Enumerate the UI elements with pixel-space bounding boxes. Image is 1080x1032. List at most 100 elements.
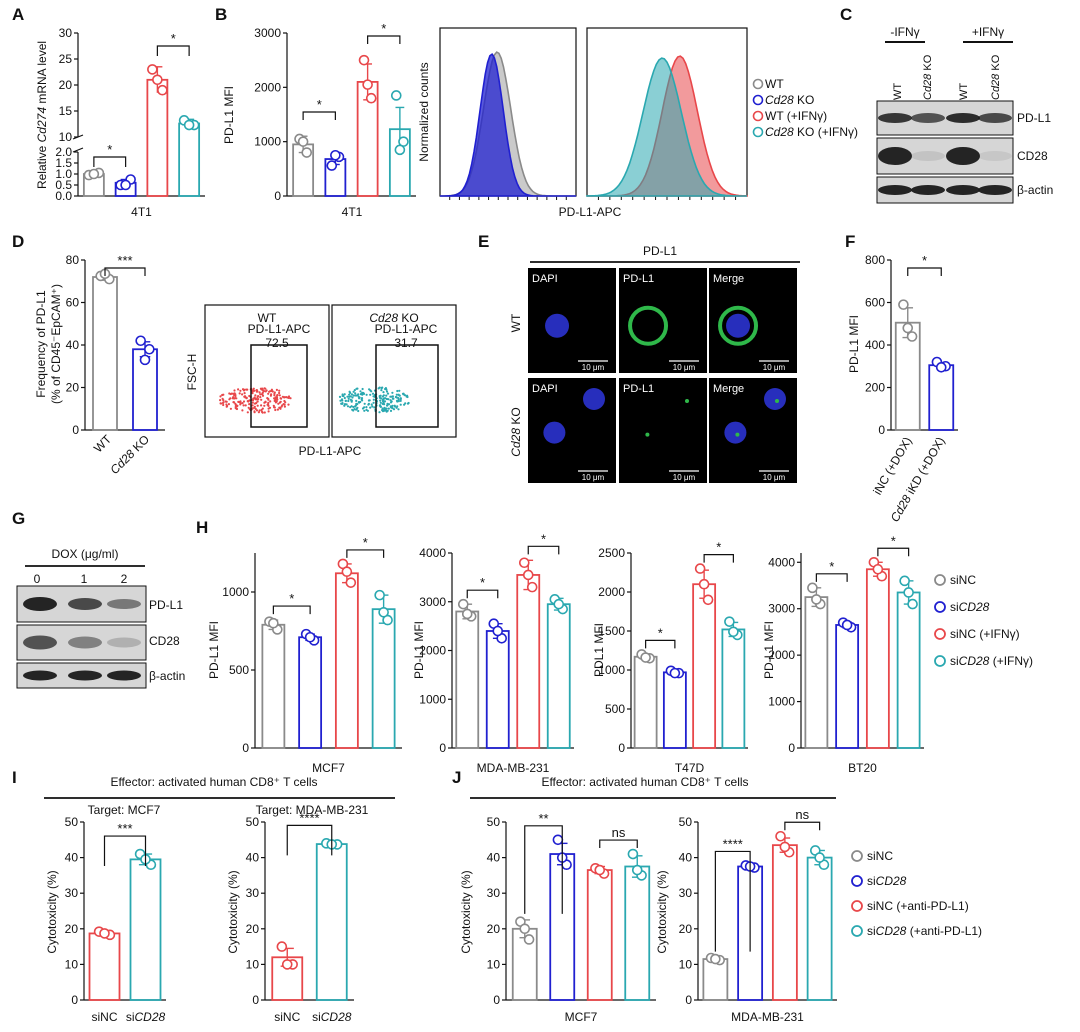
- data-point: [696, 564, 705, 573]
- flow-event: [246, 397, 248, 399]
- flow-event: [379, 400, 381, 402]
- channel-label: DAPI: [532, 383, 558, 395]
- data-point: [185, 121, 194, 130]
- flow-event: [245, 389, 247, 391]
- significance-bracket: [368, 36, 400, 44]
- target-title: Target: MCF7: [88, 803, 161, 817]
- bar: [808, 858, 832, 1000]
- band-label: PD-L1: [1017, 111, 1051, 125]
- scale-label: 10 μm: [763, 363, 786, 372]
- y-tick-label: 400: [865, 338, 885, 352]
- bar: [548, 604, 570, 748]
- y-axis-label: PDL1 MFI: [592, 623, 606, 677]
- flow-event: [266, 389, 268, 391]
- flow-event: [248, 403, 250, 405]
- y-axis-label: Cytotoxicity (%): [459, 870, 473, 953]
- dose-label: 1: [81, 572, 88, 586]
- blot-band: [107, 599, 141, 609]
- y-tick-label: 3000: [419, 595, 446, 609]
- label-part: WT: [765, 77, 784, 91]
- bar: [90, 933, 120, 1000]
- flow-event: [237, 401, 239, 403]
- y-tick-label: 40: [487, 851, 501, 865]
- flow-event: [270, 395, 272, 397]
- y-tick-label: 0: [274, 189, 281, 203]
- channel-label: DAPI: [532, 273, 558, 285]
- flow-event: [357, 393, 359, 395]
- data-point: [145, 345, 154, 354]
- flow-event: [348, 398, 350, 400]
- significance-label: *: [658, 625, 663, 640]
- flow-event: [392, 395, 394, 397]
- y-tick-label: 30: [679, 886, 693, 900]
- y-tick-label: 50: [246, 815, 260, 829]
- flow-event: [391, 407, 393, 409]
- flow-event: [357, 410, 359, 412]
- legend-label: siCD28 (+IFNγ): [950, 654, 1033, 668]
- significance-label: *: [363, 535, 368, 550]
- flow-event: [245, 404, 247, 406]
- label-part: CD28: [876, 874, 907, 888]
- y-tick-label: 30: [246, 886, 260, 900]
- blot-band: [68, 598, 102, 610]
- membrane-signal: [735, 433, 739, 437]
- label-part: CD28: [134, 1010, 165, 1024]
- data-point: [346, 578, 355, 587]
- flow-event: [340, 403, 342, 405]
- flow-event: [274, 400, 276, 402]
- flow-event: [407, 403, 409, 405]
- dose-label: 0: [34, 572, 41, 586]
- data-point: [908, 332, 917, 341]
- flow-event: [346, 403, 348, 405]
- flow-event: [264, 388, 266, 390]
- flow-event: [259, 396, 261, 398]
- flow-event: [359, 390, 361, 392]
- y-tick-label: 80: [66, 253, 80, 267]
- legend-marker: [852, 876, 862, 886]
- label-part: (+IFNγ): [989, 654, 1033, 668]
- membrane-signal: [775, 399, 779, 403]
- x-axis-label: MCF7: [565, 1010, 598, 1024]
- flow-event: [385, 395, 387, 397]
- x-axis-label: 4T1: [342, 205, 363, 219]
- bar: [456, 612, 478, 749]
- dose-label: 2: [121, 572, 128, 586]
- bar: [317, 844, 347, 1000]
- flow-event: [235, 397, 237, 399]
- flow-event: [392, 398, 394, 400]
- flow-event: [288, 397, 290, 399]
- flow-event: [342, 395, 344, 397]
- y-tick-label: 60: [66, 296, 80, 310]
- bar: [588, 870, 612, 1000]
- flow-event: [363, 406, 365, 408]
- data-point: [711, 955, 720, 964]
- bar: [703, 959, 727, 1000]
- flow-event: [237, 388, 239, 390]
- y-axis-label: Cytotoxicity (%): [226, 870, 240, 953]
- flow-event: [361, 399, 363, 401]
- blot-band: [911, 113, 945, 123]
- flow-event: [384, 388, 386, 390]
- data-point: [670, 669, 679, 678]
- flow-event: [220, 402, 222, 404]
- bar: [805, 597, 827, 748]
- significance-label: **: [538, 811, 548, 826]
- label-part: Cd28: [369, 311, 398, 325]
- data-point: [553, 835, 562, 844]
- label-part: si: [867, 924, 876, 938]
- legend-marker: [935, 656, 945, 666]
- flow-event: [219, 399, 221, 401]
- flow-event: [403, 393, 405, 395]
- data-point: [937, 363, 946, 372]
- significance-label: *: [171, 31, 176, 46]
- flow-event: [254, 411, 256, 413]
- flow-event: [252, 402, 254, 404]
- flow-event: [260, 404, 262, 406]
- flow-event: [230, 393, 232, 395]
- data-point: [904, 588, 913, 597]
- y-tick-label: 1000: [768, 695, 795, 709]
- label-part: NC: [876, 849, 894, 863]
- y-axis-label: Cytotoxicity (%): [45, 870, 59, 953]
- bar: [179, 123, 199, 196]
- data-point: [525, 935, 534, 944]
